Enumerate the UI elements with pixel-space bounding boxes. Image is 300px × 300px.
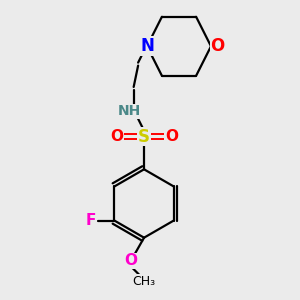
Text: O: O: [210, 37, 225, 55]
Text: O: O: [165, 129, 178, 144]
Text: O: O: [124, 254, 137, 268]
Text: NH: NH: [118, 104, 141, 118]
Text: CH₃: CH₃: [133, 274, 156, 288]
Text: O: O: [110, 129, 123, 144]
Text: F: F: [85, 213, 96, 228]
Text: N: N: [140, 37, 154, 55]
Text: S: S: [138, 128, 150, 146]
